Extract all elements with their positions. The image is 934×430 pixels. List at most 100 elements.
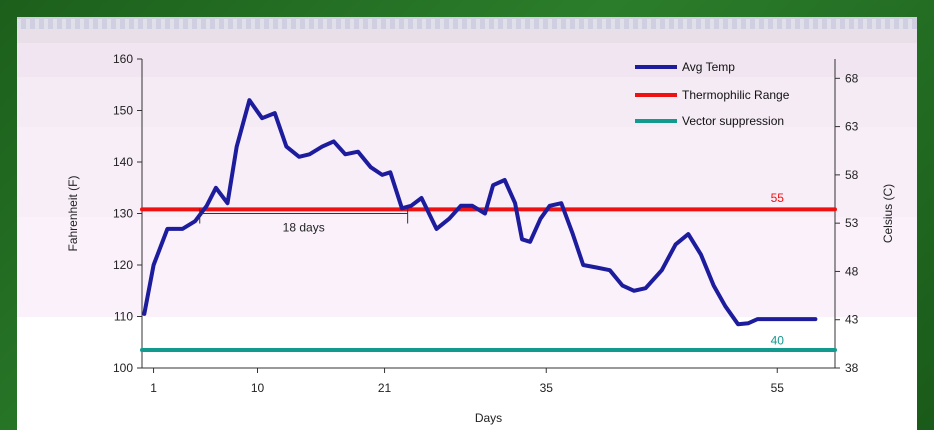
background-stripe	[872, 19, 876, 29]
background-stripe	[908, 19, 912, 29]
background-stripe	[791, 19, 795, 29]
background-stripe	[53, 19, 57, 29]
background-stripe	[287, 19, 291, 29]
background-stripe	[647, 19, 651, 29]
background-stripe	[620, 19, 624, 29]
background-stripe	[386, 19, 390, 29]
background-stripe	[152, 19, 156, 29]
background-stripe	[377, 19, 381, 29]
y-right-tick-label: 43	[845, 313, 859, 327]
background-stripe	[260, 19, 264, 29]
background-stripe	[62, 19, 66, 29]
background-stripe	[485, 19, 489, 29]
background-band	[17, 29, 917, 43]
background-stripe	[494, 19, 498, 29]
background-stripe	[26, 19, 30, 29]
x-tick-label: 55	[771, 381, 785, 395]
background-stripe	[17, 19, 21, 29]
background-stripe	[143, 19, 147, 29]
background-stripe	[512, 19, 516, 29]
background-stripe	[332, 19, 336, 29]
x-axis-ticks: 1 10 21 35 55	[150, 368, 784, 395]
background-stripe	[269, 19, 273, 29]
background-stripe	[683, 19, 687, 29]
y-left-tick-label: 160	[113, 52, 133, 66]
background-stripe	[422, 19, 426, 29]
y-left-tick-label: 120	[113, 258, 133, 272]
background-stripe	[350, 19, 354, 29]
legend-label-vector-suppression: Vector suppression	[682, 114, 784, 128]
background-band	[17, 17, 917, 29]
background-stripe	[188, 19, 192, 29]
background-stripe	[764, 19, 768, 29]
background-stripe	[809, 19, 813, 29]
background-stripe	[179, 19, 183, 29]
y-axis-right-title: Celsius (C)	[881, 184, 895, 243]
background-stripe	[719, 19, 723, 29]
background-stripe	[629, 19, 633, 29]
y-left-tick-label: 140	[113, 155, 133, 169]
background-stripe	[836, 19, 840, 29]
background-stripe	[449, 19, 453, 29]
background-stripe	[458, 19, 462, 29]
background-stripe	[701, 19, 705, 29]
background-stripe	[404, 19, 408, 29]
background-stripe	[323, 19, 327, 29]
annotation-layer: 55 40 18 days	[199, 191, 785, 347]
background-stripe	[557, 19, 561, 29]
y-right-tick-label: 53	[845, 216, 859, 230]
x-tick-label: 10	[251, 381, 265, 395]
background-stripe	[395, 19, 399, 29]
background-stripe	[656, 19, 660, 29]
background-band	[17, 127, 917, 217]
background-stripe	[539, 19, 543, 29]
background-stripe	[602, 19, 606, 29]
background-stripe	[71, 19, 75, 29]
y-right-tick-label: 68	[845, 71, 859, 85]
left-axis-ticks: 100 110 120 130 140 150 160	[113, 52, 142, 375]
background-stripe	[890, 19, 894, 29]
background-stripe	[197, 19, 201, 29]
background-stripe	[296, 19, 300, 29]
y-right-tick-label: 38	[845, 361, 859, 375]
background-stripe	[827, 19, 831, 29]
background-stripe	[521, 19, 525, 29]
background-stripe	[674, 19, 678, 29]
background-stripe	[206, 19, 210, 29]
background-stripe	[746, 19, 750, 29]
background-stripe	[314, 19, 318, 29]
background-stripe	[116, 19, 120, 29]
background-stripe	[845, 19, 849, 29]
x-axis-title: Days	[475, 411, 502, 425]
background-stripe	[584, 19, 588, 29]
background-stripe	[854, 19, 858, 29]
background-stripe	[359, 19, 363, 29]
background-stripe	[692, 19, 696, 29]
right-axis-ticks: 38 43 48 53 58 63 68	[835, 71, 859, 375]
vector-value-label: 40	[771, 333, 785, 347]
background-stripe	[440, 19, 444, 29]
background-stripe	[728, 19, 732, 29]
background-band	[17, 43, 917, 77]
background-stripe	[899, 19, 903, 29]
y-right-tick-label: 48	[845, 264, 859, 278]
x-tick-label: 21	[378, 381, 392, 395]
bracket-label: 18 days	[283, 221, 325, 235]
y-left-tick-label: 130	[113, 207, 133, 221]
x-tick-label: 1	[150, 381, 157, 395]
chart-card: 100 110 120 130 140 150 160 38 43 48 53 58 63 68 1 10…	[17, 17, 917, 430]
y-axis-left-title: Fahrenheit (F)	[66, 175, 80, 251]
background-stripe	[863, 19, 867, 29]
background-stripe	[737, 19, 741, 29]
background-stripe	[89, 19, 93, 29]
series-layer	[140, 98, 837, 352]
legend-label-avg-temp: Avg Temp	[682, 60, 735, 74]
background-stripe	[368, 19, 372, 29]
background-stripe	[593, 19, 597, 29]
background-stripe	[431, 19, 435, 29]
background-band	[17, 77, 917, 127]
background-stripe	[161, 19, 165, 29]
legend: Avg Temp Thermophilic Range Vector suppr…	[635, 60, 790, 128]
